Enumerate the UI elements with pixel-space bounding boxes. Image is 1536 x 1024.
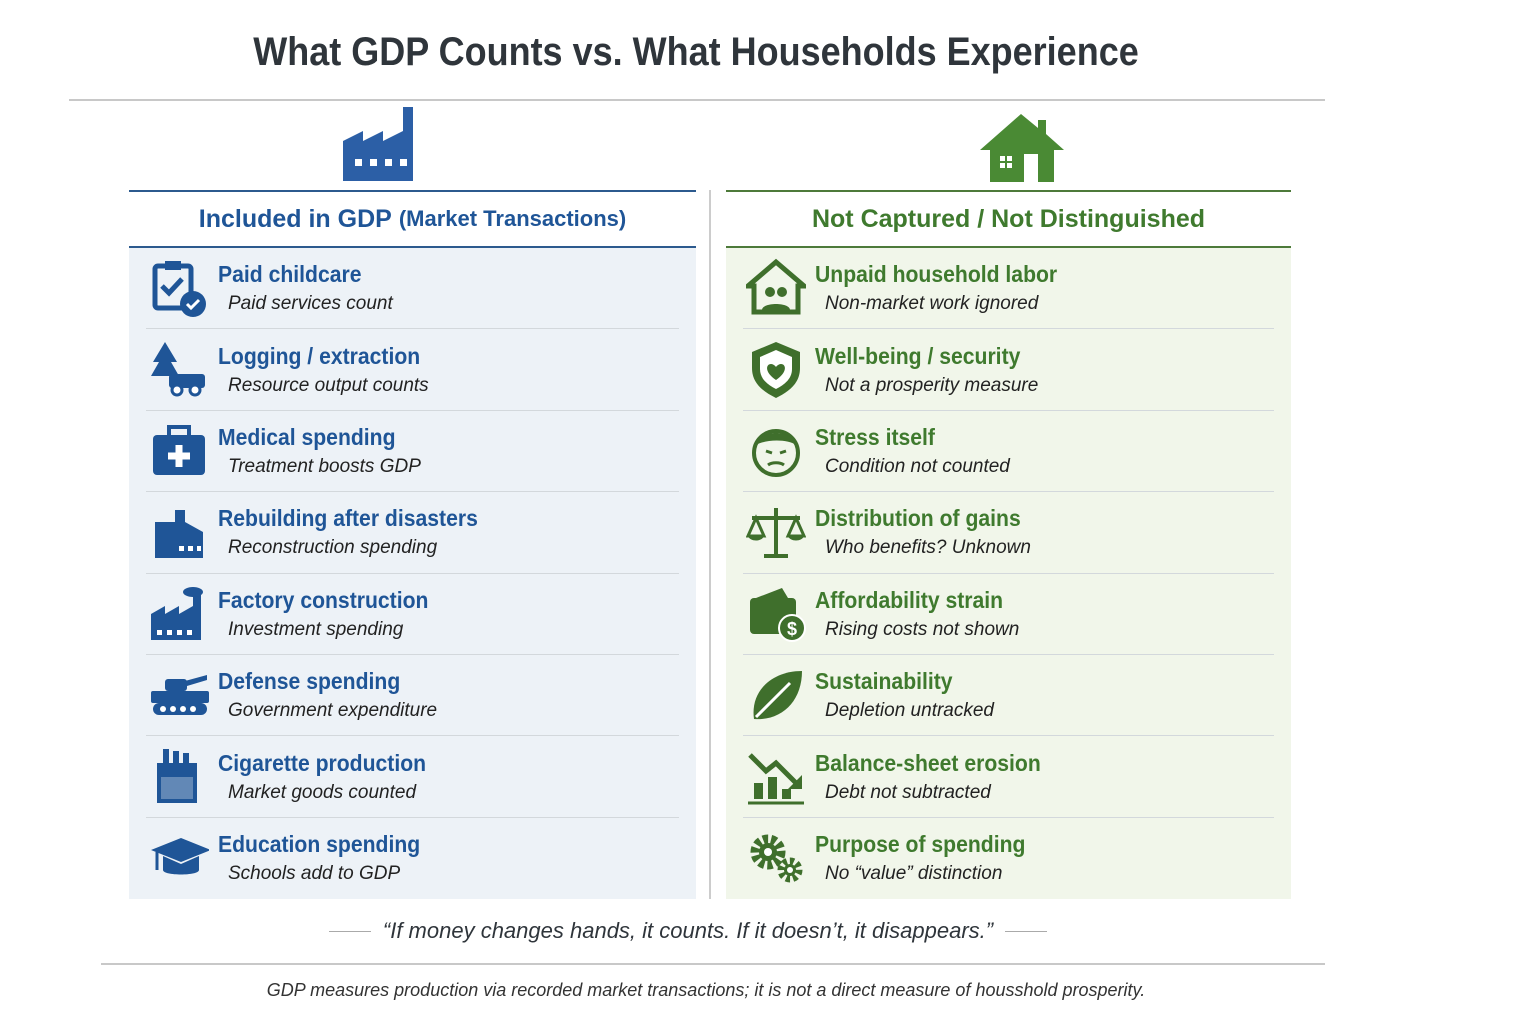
list-item: Balance-sheet erosion Debt not subtracted bbox=[743, 736, 1274, 818]
item-subtitle: Who benefits? Unknown bbox=[825, 537, 1031, 559]
item-subtitle: Market goods counted bbox=[228, 781, 417, 803]
footer-rule bbox=[101, 963, 1325, 965]
item-title: Balance-sheet erosion bbox=[815, 749, 1041, 776]
medical-kit-icon bbox=[146, 421, 212, 481]
factory-icon bbox=[341, 105, 429, 186]
list-item: Rebuilding after disasters Reconstruction… bbox=[146, 492, 679, 574]
clipboard-check-icon bbox=[146, 258, 212, 318]
item-title: Factory construction bbox=[218, 586, 429, 613]
list-item: Cigarette production Market goods counted bbox=[146, 736, 679, 818]
item-title: Cigarette production bbox=[218, 749, 427, 776]
item-subtitle: Rising costs not shown bbox=[825, 618, 1020, 640]
list-item: $ Affordability strain Rising costs not s… bbox=[743, 574, 1274, 655]
panel-heading: Included in GDP (Market Transactions) bbox=[129, 190, 696, 248]
list-item: Factory construction Investment spending bbox=[146, 574, 679, 655]
column-divider bbox=[709, 190, 711, 899]
item-title: Well-being / security bbox=[815, 342, 1021, 369]
tank-icon bbox=[146, 665, 212, 725]
item-title: Affordability strain bbox=[815, 586, 1004, 613]
item-subtitle: Condition not counted bbox=[825, 455, 1010, 477]
item-subtitle: Schools add to GDP bbox=[228, 863, 401, 885]
gdp-included-panel: Included in GDP (Market Transactions) Pai… bbox=[129, 190, 696, 899]
wallet-dollar-icon: $ bbox=[743, 584, 809, 644]
declining-chart-icon bbox=[743, 747, 809, 807]
footnote: GDP measures production via recorded mar… bbox=[266, 980, 1146, 1000]
item-title: Logging / extraction bbox=[218, 342, 421, 369]
building-icon bbox=[146, 502, 212, 562]
list-item: Education spending Schools add to GDP bbox=[146, 818, 679, 899]
list-item: Distribution of gains Who benefits? Unkno… bbox=[743, 492, 1274, 574]
panel-heading: Not Captured / Not Distinguished bbox=[726, 190, 1291, 248]
heading-text: Not Captured / Not Distinguished bbox=[811, 204, 1206, 233]
item-subtitle: Reconstruction spending bbox=[228, 537, 438, 559]
heading-subtext: (Market Transactions) bbox=[398, 206, 627, 231]
item-subtitle: Investment spending bbox=[228, 618, 404, 640]
leaf-icon bbox=[743, 665, 809, 725]
list-item: Well-being / security Not a prosperity me… bbox=[743, 329, 1274, 411]
item-subtitle: Non-market work ignored bbox=[825, 293, 1039, 315]
item-subtitle: Paid services count bbox=[228, 293, 393, 315]
item-title: Rebuilding after disasters bbox=[218, 505, 478, 532]
quote: “If money changes hands, it counts. If i… bbox=[0, 918, 1376, 944]
quote-text: “If money changes hands, it counts. If i… bbox=[382, 918, 994, 943]
item-title: Sustainability bbox=[815, 668, 953, 695]
svg-text:$: $ bbox=[787, 619, 797, 639]
list-item: Medical spending Treatment boosts GDP bbox=[146, 411, 679, 493]
list-item: Logging / extraction Resource output coun… bbox=[146, 329, 679, 411]
item-title: Purpose of spending bbox=[815, 831, 1026, 858]
gears-icon bbox=[743, 828, 809, 888]
shield-heart-icon bbox=[743, 340, 809, 400]
cigarette-pack-icon bbox=[146, 747, 212, 807]
list-item: Purpose of spending No “value” distinctio… bbox=[743, 818, 1274, 899]
tree-truck-icon bbox=[146, 340, 212, 400]
house-icon bbox=[978, 112, 1064, 187]
item-title: Defense spending bbox=[218, 668, 401, 695]
heading-text: Included in GDP bbox=[198, 204, 392, 233]
list-item: Stress itself Condition not counted bbox=[743, 411, 1274, 493]
factory-icon bbox=[146, 584, 212, 644]
list-item: Paid childcare Paid services count bbox=[146, 248, 679, 330]
item-title: Stress itself bbox=[815, 423, 935, 450]
stressed-face-icon bbox=[743, 421, 809, 481]
item-subtitle: Resource output counts bbox=[228, 374, 429, 396]
page-title: What GDP Counts vs. What Households Expe… bbox=[253, 30, 1139, 74]
list-item: Sustainability Depletion untracked bbox=[743, 655, 1274, 737]
title-rule bbox=[69, 99, 1325, 101]
item-title: Unpaid household labor bbox=[815, 261, 1058, 288]
item-title: Distribution of gains bbox=[815, 505, 1021, 532]
list-item: Unpaid household labor Non-market work ig… bbox=[743, 248, 1274, 330]
item-title: Paid childcare bbox=[218, 261, 362, 288]
family-house-icon bbox=[743, 258, 809, 318]
item-subtitle: Government expenditure bbox=[228, 700, 438, 722]
list-item: Defense spending Government expenditure bbox=[146, 655, 679, 737]
item-title: Education spending bbox=[218, 831, 421, 858]
item-subtitle: Depletion untracked bbox=[825, 700, 994, 722]
item-subtitle: Debt not subtracted bbox=[825, 781, 991, 803]
item-title: Medical spending bbox=[218, 423, 396, 450]
item-subtitle: Treatment boosts GDP bbox=[228, 455, 421, 477]
graduation-cap-icon bbox=[146, 828, 212, 888]
not-captured-panel: Not Captured / Not Distinguished Unpaid … bbox=[726, 190, 1291, 899]
item-subtitle: No “value” distinction bbox=[825, 863, 1003, 885]
item-subtitle: Not a prosperity measure bbox=[825, 374, 1039, 396]
scales-icon bbox=[743, 502, 809, 562]
